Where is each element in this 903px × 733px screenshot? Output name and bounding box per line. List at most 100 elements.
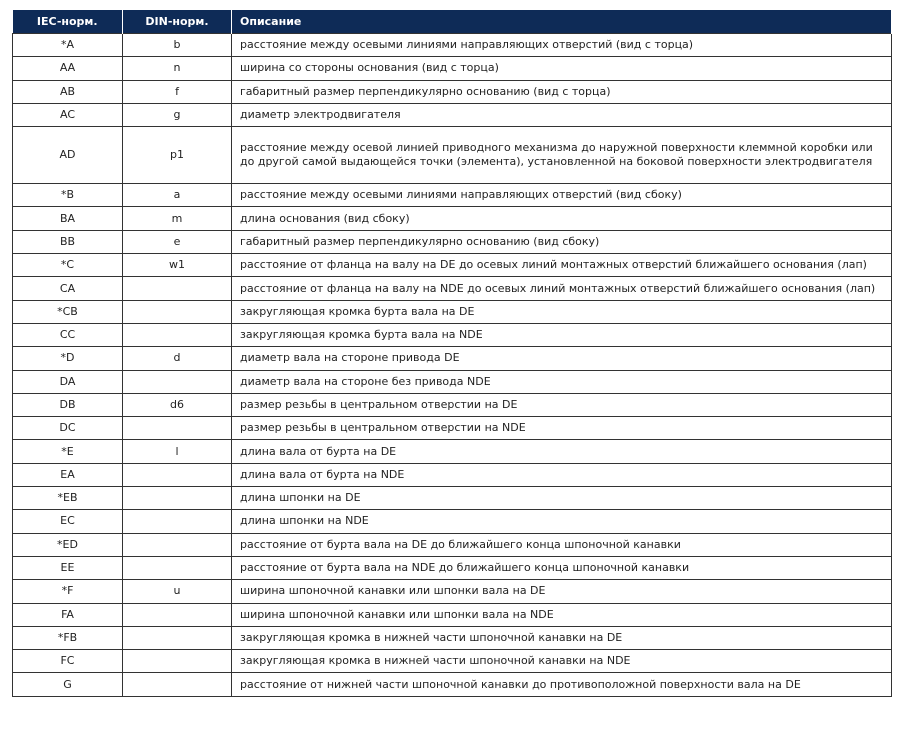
cell-din: g xyxy=(122,102,232,128)
cell-iec: DC xyxy=(12,416,123,441)
table-row: DC размер резьбы в центральном отверстии … xyxy=(12,416,892,441)
cell-din: p1 xyxy=(122,126,232,185)
cell-desc: расстояние от нижней части шпоночной кан… xyxy=(231,672,892,697)
cell-iec: CA xyxy=(12,276,123,301)
cell-desc: длина основания (вид сбоку) xyxy=(231,206,892,231)
cell-desc: длина шпонки на DE xyxy=(231,486,892,511)
cell-desc: расстояние от бурта вала на DE до ближай… xyxy=(231,532,892,557)
cell-desc: длина шпонки на NDE xyxy=(231,509,892,534)
cell-iec: *CB xyxy=(12,299,123,324)
cell-iec: *E xyxy=(12,439,123,464)
table-header: IEC-норм. DIN-норм. Описание xyxy=(12,10,892,34)
cell-din xyxy=(122,322,232,348)
cell-din xyxy=(122,369,232,394)
cell-desc: длина вала от бурта на DE xyxy=(231,439,892,464)
cell-desc: размер резьбы в центральном отверстии на… xyxy=(231,392,892,418)
table-row: AB f габаритный размер перпендикулярно осн… xyxy=(12,79,892,104)
cell-iec: *F xyxy=(12,579,123,604)
cell-iec: AD xyxy=(12,126,123,185)
cell-desc: ширина шпоночной канавки или шпонки вала… xyxy=(231,602,892,627)
cell-desc: размер резьбы в центральном отверстии на… xyxy=(231,416,892,441)
table-body: *A b расстояние между осевыми линиями напр… xyxy=(12,32,892,697)
table-row: *EB длина шпонки на DE xyxy=(12,486,892,511)
cell-iec: *A xyxy=(12,32,123,58)
cell-iec: EA xyxy=(12,462,123,488)
cell-din xyxy=(122,462,232,488)
table-row: *C w1 расстояние от фланца на валу на DE д… xyxy=(12,253,892,278)
cell-desc: закругляющая кромка бурта вала на NDE xyxy=(231,322,892,348)
table-row: *ED расстояние от бурта вала на DE до бли… xyxy=(12,532,892,557)
cell-desc: ширина шпоночной канавки или шпонки вала… xyxy=(231,579,892,604)
table-row: FC закругляющая кромка в нижней части шпо… xyxy=(12,649,892,674)
cell-iec: AA xyxy=(12,56,123,81)
table-row: DB d6 размер резьбы в центральном отверсти… xyxy=(12,392,892,418)
table-row: *F u ширина шпоночной канавки или шпонки в… xyxy=(12,579,892,604)
cell-din xyxy=(122,602,232,627)
cell-din xyxy=(122,486,232,511)
cell-din: d xyxy=(122,346,232,371)
cell-desc: расстояние от фланца на валу на DE до ос… xyxy=(231,253,892,278)
cell-iec: BA xyxy=(12,206,123,231)
cell-desc: диаметр вала на стороне привода DE xyxy=(231,346,892,371)
cell-din xyxy=(122,625,232,651)
table-row: CA расстояние от фланца на валу на NDE до… xyxy=(12,276,892,301)
cell-desc: расстояние между осевыми линиями направл… xyxy=(231,32,892,58)
table-row: *E l длина вала от бурта на DE xyxy=(12,439,892,464)
table-row: BB e габаритный размер перпендикулярно осн… xyxy=(12,229,892,255)
cell-iec: *D xyxy=(12,346,123,371)
header-desc: Описание xyxy=(231,10,892,34)
table-row: *CB закругляющая кромка бурта вала на DE xyxy=(12,299,892,324)
table-row: AD p1 расстояние между осевой линией приво… xyxy=(12,126,892,185)
cell-desc: закругляющая кромка в нижней части шпоно… xyxy=(231,625,892,651)
table-row: EA длина вала от бурта на NDE xyxy=(12,462,892,488)
cell-iec: AC xyxy=(12,102,123,128)
cell-iec: DB xyxy=(12,392,123,418)
cell-din xyxy=(122,672,232,697)
table-row: *A b расстояние между осевыми линиями напр… xyxy=(12,32,892,58)
cell-iec: *C xyxy=(12,253,123,278)
cell-desc: диаметр вала на стороне без привода NDE xyxy=(231,369,892,394)
cell-desc: габаритный размер перпендикулярно основа… xyxy=(231,229,892,255)
cell-iec: *B xyxy=(12,183,123,208)
cell-desc: закругляющая кромка бурта вала на DE xyxy=(231,299,892,324)
cell-iec: EC xyxy=(12,509,123,534)
cell-din xyxy=(122,299,232,324)
cell-desc: расстояние от бурта вала на NDE до ближа… xyxy=(231,555,892,581)
cell-desc: расстояние между осевой линией приводног… xyxy=(231,126,892,185)
header-din: DIN-норм. xyxy=(122,10,232,34)
cell-din: m xyxy=(122,206,232,231)
table-row: FA ширина шпоночной канавки или шпонки ва… xyxy=(12,602,892,627)
cell-desc: диаметр электродвигателя xyxy=(231,102,892,128)
cell-din xyxy=(122,649,232,674)
cell-iec: *ED xyxy=(12,532,123,557)
cell-desc: габаритный размер перпендикулярно основа… xyxy=(231,79,892,104)
cell-desc: ширина со стороны основания (вид с торца… xyxy=(231,56,892,81)
cell-din: d6 xyxy=(122,392,232,418)
cell-desc: расстояние от фланца на валу на NDE до о… xyxy=(231,276,892,301)
cell-din: a xyxy=(122,183,232,208)
table-row: *FB закругляющая кромка в нижней части шп… xyxy=(12,625,892,651)
header-iec: IEC-норм. xyxy=(12,10,123,34)
cell-iec: G xyxy=(12,672,123,697)
cell-din: b xyxy=(122,32,232,58)
cell-iec: BB xyxy=(12,229,123,255)
table-row: AC g диаметр электродвигателя xyxy=(12,102,892,128)
table-row: EC длина шпонки на NDE xyxy=(12,509,892,534)
table-row: BA m длина основания (вид сбоку) xyxy=(12,206,892,231)
table-row: DA диаметр вала на стороне без привода ND… xyxy=(12,369,892,394)
table-row: *B a расстояние между осевыми линиями напр… xyxy=(12,183,892,208)
cell-din xyxy=(122,276,232,301)
cell-iec: *FB xyxy=(12,625,123,651)
cell-iec: *EB xyxy=(12,486,123,511)
table-row: EE расстояние от бурта вала на NDE до бли… xyxy=(12,555,892,581)
dimensions-table: IEC-норм. DIN-норм. Описание *A b расстоян… xyxy=(12,10,892,697)
cell-desc: длина вала от бурта на NDE xyxy=(231,462,892,488)
cell-din: w1 xyxy=(122,253,232,278)
cell-din: e xyxy=(122,229,232,255)
cell-iec: CC xyxy=(12,322,123,348)
cell-iec: EE xyxy=(12,555,123,581)
cell-din: u xyxy=(122,579,232,604)
cell-desc: расстояние между осевыми линиями направл… xyxy=(231,183,892,208)
cell-iec: FC xyxy=(12,649,123,674)
